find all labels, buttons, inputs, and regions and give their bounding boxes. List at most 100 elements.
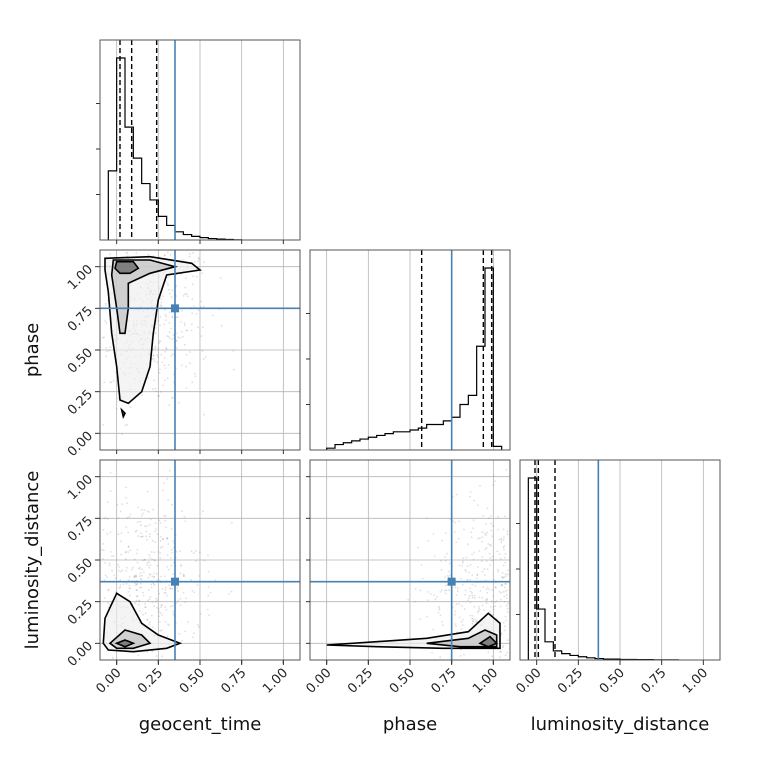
scatter-point xyxy=(202,510,204,513)
scatter-point xyxy=(440,569,443,571)
scatter-point xyxy=(151,626,154,628)
scatter-point xyxy=(104,320,107,322)
scatter-point xyxy=(461,583,464,586)
scatter-point xyxy=(139,575,141,577)
scatter-point xyxy=(483,574,486,576)
scatter-point xyxy=(166,377,169,380)
scatter-point xyxy=(136,589,138,592)
scatter-point xyxy=(120,570,122,573)
scatter-point xyxy=(468,571,470,574)
scatter-point xyxy=(200,300,203,303)
scatter-point xyxy=(455,594,458,596)
scatter-point xyxy=(444,576,447,578)
scatter-point xyxy=(203,305,205,308)
scatter-point xyxy=(184,286,187,289)
scatter-point xyxy=(152,354,155,357)
scatter-point xyxy=(176,339,178,342)
scatter-point xyxy=(159,539,162,542)
scatter-point xyxy=(495,600,498,602)
scatter-point xyxy=(153,605,156,608)
scatter-point xyxy=(105,322,108,325)
scatter-point xyxy=(472,596,474,599)
scatter-point xyxy=(135,552,138,555)
y-tick-label: 0.75 xyxy=(65,304,96,335)
scatter-point xyxy=(121,503,123,505)
scatter-point xyxy=(148,535,151,538)
scatter-point xyxy=(179,597,182,600)
scatter-point xyxy=(143,509,146,512)
x-tick-label: 0.50 xyxy=(387,666,418,697)
scatter-point xyxy=(153,584,156,586)
scatter-point xyxy=(181,510,183,513)
scatter-point xyxy=(175,332,178,335)
x-tick-label: 0.75 xyxy=(218,666,249,697)
scatter-point xyxy=(444,556,446,558)
scatter-point xyxy=(161,587,164,590)
scatter-point xyxy=(163,482,165,484)
scatter-point xyxy=(170,397,173,399)
scatter-point xyxy=(101,558,104,560)
scatter-point xyxy=(439,590,442,593)
scatter-point xyxy=(168,624,171,627)
scatter-point xyxy=(184,324,186,326)
contour-line xyxy=(478,635,499,648)
scatter-point xyxy=(148,566,150,569)
scatter-point xyxy=(492,613,494,616)
scatter-point xyxy=(504,573,507,575)
scatter-point xyxy=(491,555,494,558)
scatter-point xyxy=(192,283,194,286)
scatter-point xyxy=(149,596,152,598)
scatter-point xyxy=(127,590,130,593)
scatter-point xyxy=(434,598,437,601)
scatter-point xyxy=(471,615,474,617)
scatter-point xyxy=(185,387,188,389)
scatter-point xyxy=(112,555,115,557)
y-tick-label: 0.50 xyxy=(65,555,96,586)
scatter-point xyxy=(485,588,488,591)
scatter-point xyxy=(203,261,205,263)
scatter-point xyxy=(124,551,127,554)
scatter-point xyxy=(482,515,485,517)
scatter-point xyxy=(475,577,478,580)
scatter-point xyxy=(232,368,235,371)
scatter-point xyxy=(129,549,132,552)
scatter-point xyxy=(152,388,155,391)
scatter-point xyxy=(476,620,478,622)
scatter-point xyxy=(500,591,502,594)
scatter-point xyxy=(169,587,171,590)
scatter-point xyxy=(500,541,503,544)
scatter-point xyxy=(486,531,488,534)
scatter-point xyxy=(170,296,173,298)
scatter-point xyxy=(124,558,127,560)
scatter-point xyxy=(170,557,172,559)
scatter-point xyxy=(119,510,122,513)
scatter-point xyxy=(197,623,199,626)
scatter-point xyxy=(136,595,139,598)
scatter-point xyxy=(157,355,160,358)
scatter-point xyxy=(170,528,173,530)
scatter-point xyxy=(500,584,503,587)
x-axis-label-luminosity_distance: luminosity_distance xyxy=(531,714,710,735)
scatter-point xyxy=(497,568,499,571)
scatter-point xyxy=(194,375,197,378)
scatter-point xyxy=(432,533,435,535)
scatter-point xyxy=(149,621,152,623)
scatter-point xyxy=(153,358,156,360)
scatter-point xyxy=(168,288,170,291)
scatter-point xyxy=(504,586,506,589)
scatter-point xyxy=(228,593,231,595)
x-tick-label: 0.25 xyxy=(135,666,166,697)
scatter-point xyxy=(169,253,172,256)
scatter-point xyxy=(192,252,195,254)
scatter-point xyxy=(135,251,138,254)
scatter-point xyxy=(481,536,484,538)
scatter-point xyxy=(476,574,479,576)
x-tick-label: 1.00 xyxy=(680,666,711,697)
scatter-point xyxy=(172,333,175,336)
scatter-point xyxy=(489,557,492,560)
scatter-point xyxy=(104,562,106,564)
scatter-point xyxy=(134,582,136,584)
scatter-point xyxy=(137,535,140,537)
scatter-point xyxy=(140,577,142,580)
scatter-point xyxy=(128,584,131,587)
